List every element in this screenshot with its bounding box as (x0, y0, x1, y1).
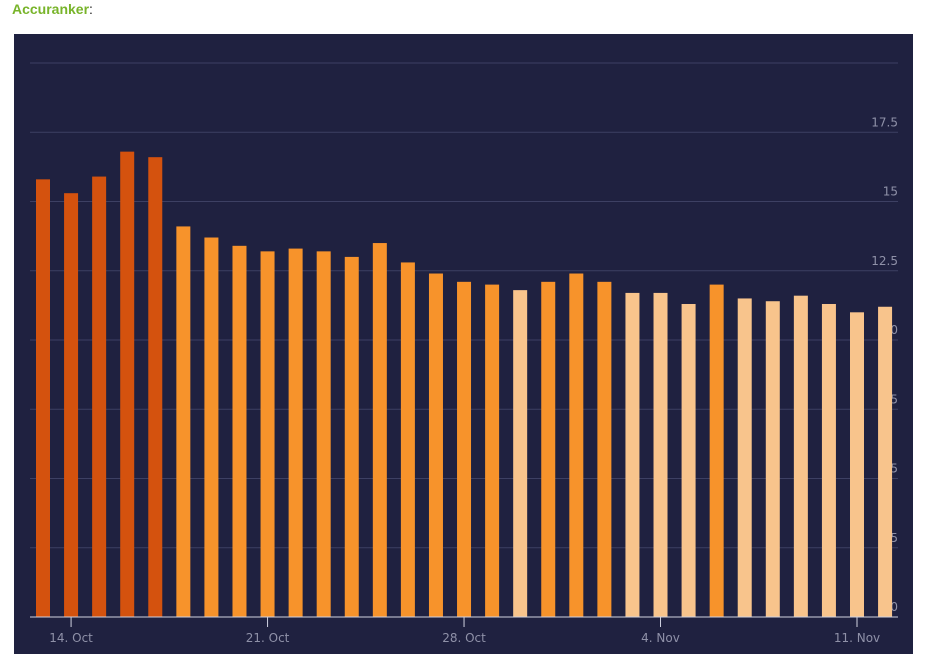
bar (457, 281, 472, 617)
bar (681, 303, 696, 617)
bar (709, 284, 724, 617)
bar (737, 298, 752, 617)
bar (92, 176, 107, 617)
bar (541, 281, 556, 617)
bar (400, 262, 415, 617)
y-tick-label: 15 (883, 185, 898, 199)
bar (878, 306, 893, 617)
bar (176, 226, 191, 617)
brand-link[interactable]: Accuranker (12, 1, 90, 17)
bar (36, 179, 50, 617)
bar (653, 292, 668, 617)
bar (288, 248, 303, 617)
header-suffix: : (89, 1, 93, 17)
bar (232, 245, 247, 617)
bar (260, 251, 275, 618)
x-tick-label: 14. Oct (49, 631, 93, 645)
bar (625, 292, 640, 617)
bar (793, 295, 808, 617)
bar (344, 256, 359, 617)
y-tick-label: 5 (890, 462, 898, 476)
bar (821, 303, 836, 617)
bar (850, 312, 864, 617)
bar (372, 243, 387, 618)
bar (64, 193, 79, 617)
bar (513, 290, 528, 617)
bar (120, 151, 135, 617)
bar (148, 157, 163, 617)
bar (569, 273, 584, 617)
y-tick-label: 17.5 (871, 115, 898, 129)
bar (765, 301, 780, 617)
bar (316, 251, 331, 618)
bar (428, 273, 443, 617)
header: Accuranker: (12, 1, 93, 17)
x-tick-label: 11. Nov (834, 631, 880, 645)
y-tick-label: 0 (890, 600, 898, 614)
x-tick-label: 28. Oct (442, 631, 486, 645)
bar (597, 281, 612, 617)
y-tick-label: 12.5 (871, 254, 898, 268)
bar (204, 237, 219, 617)
x-tick-label: 21. Oct (246, 631, 290, 645)
x-tick-label: 4. Nov (641, 631, 680, 645)
bar (485, 284, 500, 617)
